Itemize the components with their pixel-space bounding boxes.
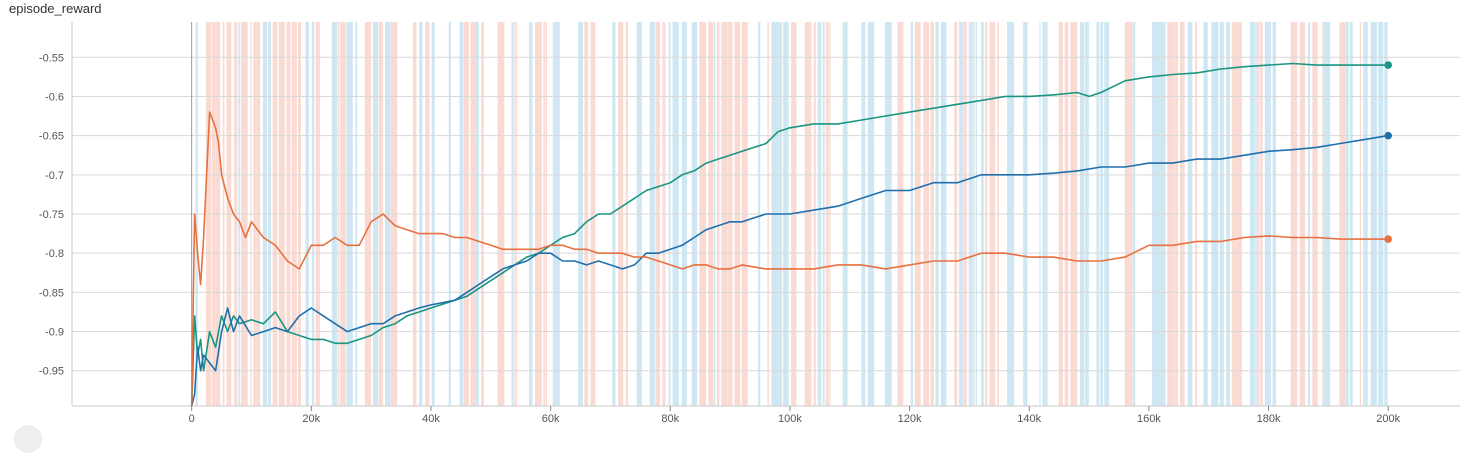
x-tick-label: 200k — [1376, 413, 1400, 425]
chart-plot: 0 20k 40k 60k 80k 100k 120k 140k 160k 180k 200k -0.… — [39, 22, 1460, 425]
y-tick-label: -0.8 — [45, 248, 64, 260]
y-tick-label: -0.95 — [39, 366, 64, 378]
gridlines — [72, 56, 1460, 372]
tick-labels: 0 20k 40k 60k 80k 100k 120k 140k 160k 180k 200k -0.… — [39, 52, 1401, 425]
y-tick-label: -0.7 — [45, 170, 64, 182]
x-tick-label: 60k — [542, 413, 560, 425]
x-tick-label: 100k — [778, 413, 802, 425]
chart-title: episode_reward — [9, 1, 102, 16]
series-end-marker-1 — [1384, 61, 1393, 69]
x-tick-label: 0 — [189, 413, 195, 425]
series-lines — [190, 61, 1393, 407]
series-line-1 — [190, 62, 1389, 407]
axes — [71, 22, 1460, 411]
series-end-marker-2 — [1384, 131, 1393, 140]
corner-circle-button[interactable] — [14, 425, 42, 453]
y-tick-label: -0.55 — [39, 52, 64, 64]
y-tick-label: -0.65 — [39, 131, 64, 143]
x-tick-label: 160k — [1137, 413, 1161, 425]
series-line-3 — [190, 111, 1389, 407]
x-tick-label: 40k — [422, 413, 440, 425]
x-tick-label: 180k — [1257, 413, 1281, 425]
y-tick-label: -0.9 — [45, 327, 64, 339]
y-tick-label: -0.6 — [45, 91, 64, 103]
x-tick-label: 20k — [302, 413, 320, 425]
x-tick-label: 80k — [661, 413, 679, 425]
x-tick-label: 120k — [898, 413, 922, 425]
series-line-2 — [190, 134, 1389, 407]
y-tick-label: -0.85 — [39, 287, 64, 299]
x-tick-label: 140k — [1017, 413, 1041, 425]
series-end-marker-3 — [1384, 235, 1393, 243]
y-tick-label: -0.75 — [39, 209, 64, 221]
